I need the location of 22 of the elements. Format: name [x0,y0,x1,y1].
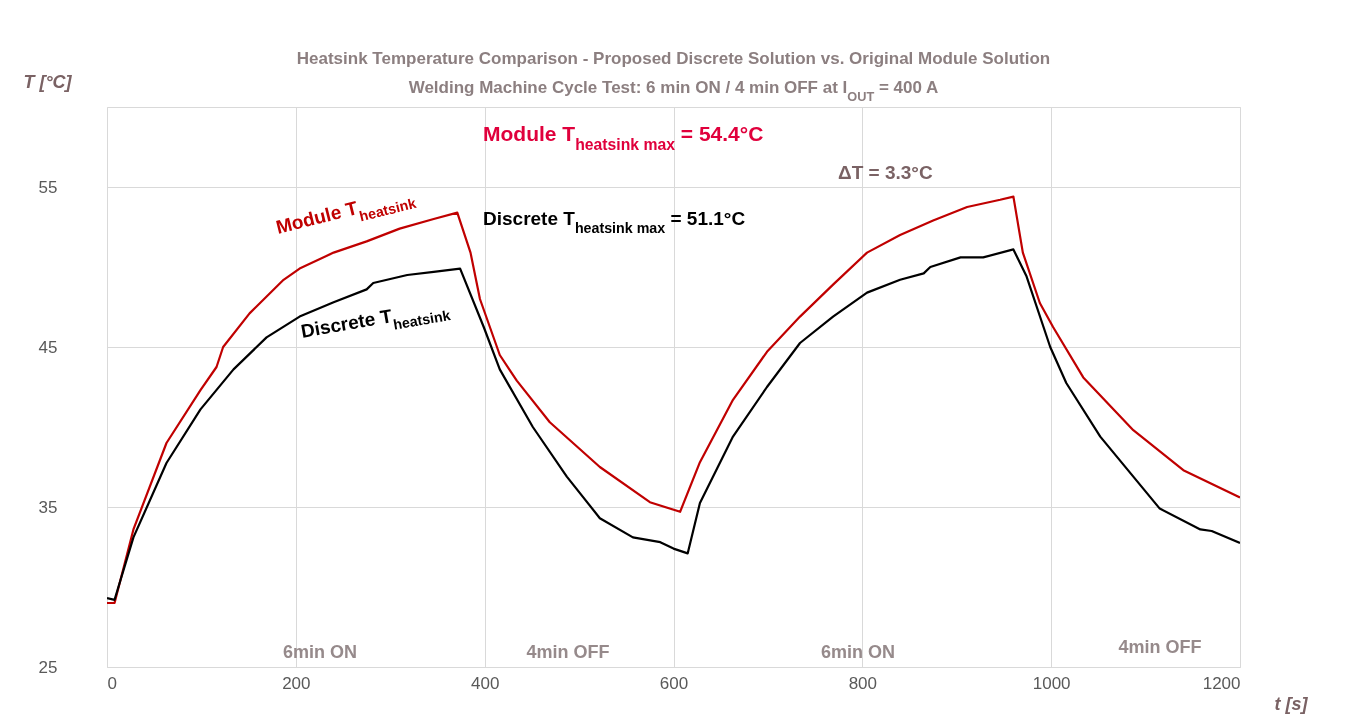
annotation: ΔT = 3.3°C [838,162,933,183]
chart-title: Heatsink Temperature Comparison - Proposed Discrete Solution vs. Original Module Solution [296,49,1051,68]
annotation: Discrete T$_{heatsink max}$ = 51.1°C [483,208,746,236]
y-tick-label: 35 [38,497,58,517]
y-tick-label: 55 [38,177,58,197]
annotation: 6min ON [282,642,358,662]
y-tick-label: 45 [38,337,58,357]
annotation: 4min OFF [526,642,610,662]
x-tick-label: 0 [107,673,117,693]
x-tick-label: 400 [470,673,500,693]
y-tick-label: 25 [38,657,58,677]
x-tick-label: 1000 [1032,673,1071,693]
x-tick-label: 600 [659,673,689,693]
annotation: Module T$_{heatsink max}$ = 54.4°C [483,122,764,153]
x-axis-title: t [s] [1274,693,1309,714]
annotation: 6min ON [820,642,896,662]
annotation: 4min OFF [1118,637,1202,657]
x-tick-label: 800 [848,673,878,693]
x-tick-label: 1200 [1202,673,1241,693]
x-tick-label: 200 [282,673,311,693]
y-axis-title: T [°C] [23,71,73,92]
chart-subtitle: Welding Machine Cycle Test: 6 min ON / 4 min OFF at I$_{OUT}$ = 400 A [408,78,939,104]
